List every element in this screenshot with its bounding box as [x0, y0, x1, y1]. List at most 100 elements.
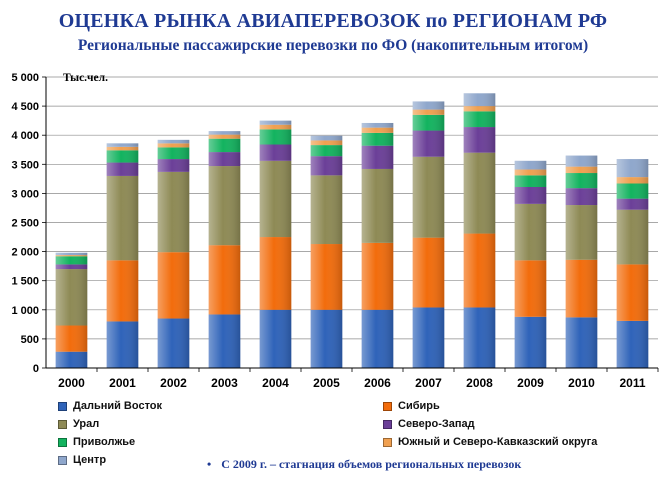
- bar-segment-shading: [208, 166, 241, 246]
- legend-swatch: [383, 401, 392, 411]
- bar-segment-shading: [565, 259, 598, 318]
- legend-swatch: [58, 419, 67, 429]
- bar-segment-shading: [412, 109, 445, 115]
- bar-segment-shading: [106, 162, 139, 176]
- bar-segment-shading: [55, 325, 88, 352]
- footnote: • С 2009 г. – стагнация объемов региональ…: [207, 457, 521, 472]
- bar-segment-shading: [412, 237, 445, 308]
- bar-segment-shading: [157, 143, 190, 148]
- chart-subtitle: Региональные пассажирские перевозки по Ф…: [77, 37, 589, 54]
- legend-label: Урал: [73, 418, 100, 430]
- bar-segment-shading: [259, 129, 292, 145]
- x-tick-label: 2001: [109, 376, 136, 390]
- x-tick-label: 2004: [262, 376, 289, 390]
- y-tick-label: 0: [33, 363, 39, 375]
- axes: 0 500 1 000 1 500 2 000 2 500 3 000 3 500 4 000 4…: [11, 72, 659, 390]
- bar-segment-shading: [463, 127, 496, 153]
- x-tick-label: 2009: [517, 376, 544, 390]
- bar-segment-shading: [616, 320, 649, 368]
- x-tick-label: 2006: [364, 376, 391, 390]
- bar-segment-shading: [463, 106, 496, 112]
- footnote-text: С 2009 г. – стагнация объемов региональн…: [221, 457, 522, 471]
- x-tick-label: 2003: [211, 376, 238, 390]
- bar-segment-shading: [361, 127, 394, 133]
- x-tick-label: 2008: [466, 376, 493, 390]
- legend-swatch: [58, 401, 67, 411]
- bar-segment-shading: [565, 166, 598, 174]
- bar-segment-shading: [310, 175, 343, 245]
- bar-segment-shading: [361, 122, 394, 128]
- bar-segment-shading: [514, 316, 547, 368]
- bar-segment-shading: [616, 159, 649, 178]
- bar-segment-shading: [208, 131, 241, 135]
- bar-segment-shading: [106, 321, 139, 368]
- bar-segment-shading: [463, 93, 496, 107]
- legend-label: Центр: [73, 454, 107, 466]
- bar-segment-shading: [55, 255, 88, 257]
- y-tick-label: 4 500: [11, 101, 39, 113]
- x-tick-label: 2002: [160, 376, 187, 390]
- bar-segment-shading: [208, 134, 241, 139]
- bar-segment-shading: [310, 244, 343, 310]
- bar-segment-shading: [514, 260, 547, 317]
- bars: [55, 93, 649, 368]
- legend-swatch: [383, 419, 392, 429]
- bar-segment-shading: [514, 175, 547, 187]
- bar-segment-shading: [514, 203, 547, 261]
- bar-segment-shading: [106, 150, 139, 163]
- bar-segment-shading: [259, 309, 292, 368]
- bar-segment-shading: [157, 252, 190, 319]
- y-tick-label: 4 000: [11, 130, 39, 142]
- bar-segment-shading: [616, 177, 649, 184]
- bar-segment-shading: [106, 143, 139, 147]
- bar-segment-shading: [361, 168, 394, 243]
- bar-segment-shading: [514, 186, 547, 204]
- bar-segment-shading: [106, 146, 139, 151]
- bar-segment-shading: [55, 252, 88, 256]
- bar-segment-shading: [565, 205, 598, 260]
- bar-segment-shading: [514, 160, 547, 170]
- x-tick-label: 2010: [568, 376, 595, 390]
- legend-item: Сибирь: [383, 398, 440, 414]
- x-tick-label: 2005: [313, 376, 340, 390]
- bar-segment-shading: [616, 264, 649, 321]
- legend-swatch: [58, 455, 67, 465]
- legend-item: Северо-Запад: [383, 416, 475, 432]
- bar-segment-shading: [208, 245, 241, 315]
- bar-segment-shading: [463, 152, 496, 234]
- bar-segment-shading: [565, 173, 598, 189]
- bar-segment-shading: [310, 145, 343, 157]
- bar-segment-shading: [361, 145, 394, 169]
- bar-segment-shading: [55, 264, 88, 270]
- bar-segment-shading: [514, 169, 547, 176]
- bar-segment-shading: [310, 140, 343, 146]
- legend-item: Южный и Северо-Кавказский округа: [383, 434, 597, 450]
- y-tick-label: 5 000: [11, 72, 39, 84]
- bar-segment-shading: [259, 160, 292, 238]
- legend-swatch: [58, 437, 67, 447]
- bullet-icon: •: [207, 457, 212, 471]
- bar-segment-shading: [616, 183, 649, 199]
- bar-segment-shading: [565, 317, 598, 368]
- bar-segment-shading: [361, 309, 394, 368]
- legend-swatch: [383, 437, 392, 447]
- bar-segment-shading: [157, 159, 190, 172]
- bar-segment-shading: [157, 147, 190, 160]
- x-tick-label: 2000: [58, 376, 85, 390]
- legend-label: Дальний Восток: [73, 400, 163, 412]
- bar-segment-shading: [361, 242, 394, 310]
- bar-segment-shading: [412, 307, 445, 368]
- bar-segment-shading: [310, 156, 343, 176]
- bar-segment-shading: [412, 101, 445, 110]
- y-tick-label: 3 500: [11, 159, 39, 171]
- bar-segment-shading: [157, 171, 190, 253]
- legend-item: Центр: [58, 452, 106, 468]
- grid-lines: [46, 76, 658, 340]
- bar-segment-shading: [259, 124, 292, 130]
- bar-segment-shading: [55, 351, 88, 368]
- x-tick-label: 2011: [619, 376, 645, 390]
- bar-segment-shading: [616, 198, 649, 210]
- y-tick-label: 3 000: [11, 188, 39, 200]
- legend-item: Урал: [58, 416, 99, 432]
